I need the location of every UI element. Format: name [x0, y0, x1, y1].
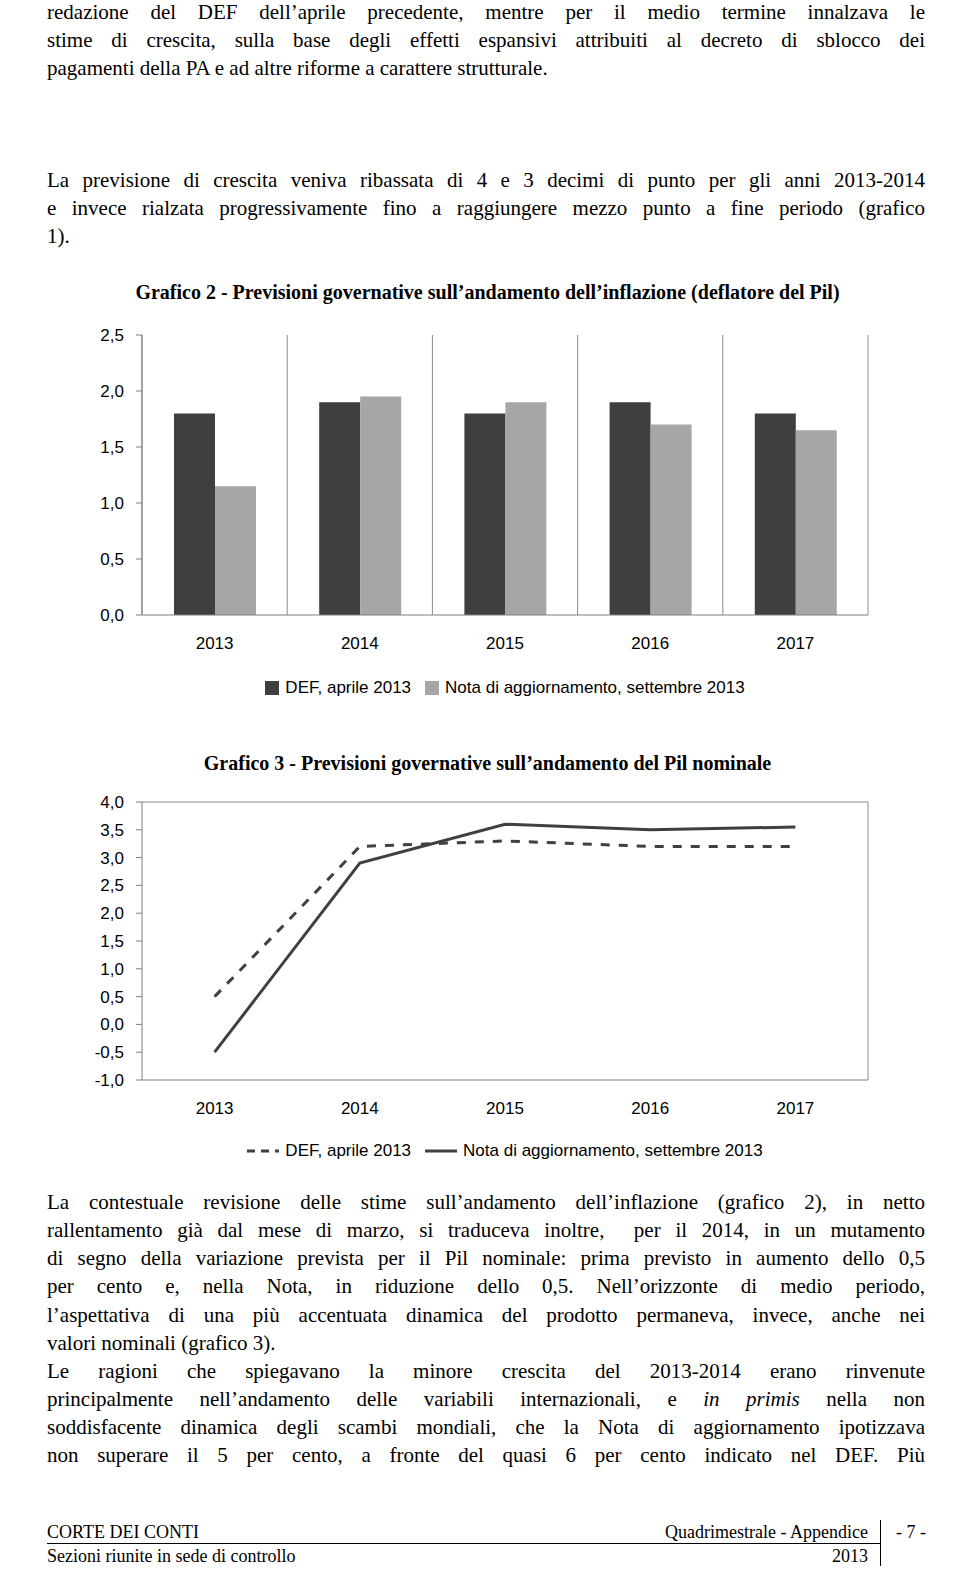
html-text:CORTE DEI CONTI: CORTE DEI CONTI — [47, 1522, 199, 1542]
html-text:principalmente nell’andamento: principalmente nell’andamento delle vari… — [47, 1387, 925, 1411]
svg-text:2017: 2017 — [776, 1099, 814, 1118]
svg-text:2016: 2016 — [631, 1099, 669, 1118]
svg-text:1,5: 1,5 — [100, 438, 124, 457]
svg-text:0,0: 0,0 — [100, 606, 124, 625]
svg-text:-1,0: -1,0 — [95, 1071, 124, 1090]
svg-text:2014: 2014 — [341, 634, 379, 653]
svg-text:1,0: 1,0 — [100, 494, 124, 513]
svg-text:2,5: 2,5 — [100, 876, 124, 895]
html-text:pagamenti della PA e ad altre: pagamenti della PA e ad altre riforme a … — [47, 56, 548, 80]
svg-text:0,0: 0,0 — [100, 1015, 124, 1034]
html-text:Nota di aggiornamento, settemb: Nota di aggiornamento, settembre 2013 — [463, 1141, 763, 1160]
html-text:La previsione di crescita veni: La previsione di crescita veniva ribassa… — [47, 168, 925, 192]
svg-text:2015: 2015 — [486, 1099, 524, 1118]
svg-text:2016: 2016 — [631, 634, 669, 653]
html-text:Sezioni riunite in sede di con: Sezioni riunite in sede di controllo — [47, 1546, 296, 1566]
svg-text:0,5: 0,5 — [100, 550, 124, 569]
svg-text:1,0: 1,0 — [100, 960, 124, 979]
html-text:Grafico 3 - Previsioni governa: Grafico 3 - Previsioni governative sull’… — [203, 752, 772, 774]
html-text:di segno della variazione prev: di segno della variazione prevista per i… — [47, 1246, 925, 1271]
svg-text:2,0: 2,0 — [100, 904, 124, 923]
html-text:e invece rialzata progressivam: e invece rialzata progressivamente fino … — [47, 196, 925, 220]
html-text:Quadrimestrale - Appendice: Quadrimestrale - Appendice — [665, 1522, 868, 1542]
html-text:La contestuale revisione delle: La contestuale revisione delle stime sul… — [47, 1190, 925, 1214]
svg-text:3,5: 3,5 — [100, 821, 124, 840]
html-text:redazione del DEF dell’aprile: redazione del DEF dell’aprile precedente… — [47, 0, 925, 24]
svg-text:4,0: 4,0 — [100, 793, 124, 812]
html-text:Grafico 2 - Previsioni governa: Grafico 2 - Previsioni governative sull’… — [135, 281, 840, 303]
svg-text:3,0: 3,0 — [100, 849, 124, 868]
html-text:per cento e, nella Nota, in ri: per cento e, nella Nota, in riduzione de… — [47, 1274, 925, 1299]
html-text:DEF, aprile 2013: DEF, aprile 2013 — [285, 678, 411, 697]
svg-text:-0,5: -0,5 — [95, 1043, 124, 1062]
svg-text:2013: 2013 — [196, 1099, 234, 1118]
html-text:stime di crescita, sulla base: stime di crescita, sulla base degli effe… — [47, 28, 925, 52]
svg-text:1,5: 1,5 — [100, 932, 124, 951]
svg-text:0,5: 0,5 — [100, 988, 124, 1007]
html-text:non superare il 5 per cento, a: non superare il 5 per cento, a fronte de… — [47, 1443, 925, 1468]
svg-text:2013: 2013 — [196, 634, 234, 653]
html-text:- 7 -: - 7 - — [896, 1522, 926, 1542]
html-text:Nota di aggiornamento, settemb: Nota di aggiornamento, settembre 2013 — [445, 678, 745, 697]
svg-text:2017: 2017 — [776, 634, 814, 653]
svg-text:2,0: 2,0 — [100, 382, 124, 401]
svg-text:2014: 2014 — [341, 1099, 379, 1118]
html-text:valori nominali (grafico 3).: valori nominali (grafico 3). — [47, 1330, 276, 1355]
svg-text:2,5: 2,5 — [100, 326, 124, 345]
html-text:2013: 2013 — [832, 1546, 868, 1566]
html-text:l’aspettativa di una più accen: l’aspettativa di una più accentuata dina… — [47, 1302, 925, 1327]
html-text:Le ragioni che spiegavano la m: Le ragioni che spiegavano la minore cres… — [47, 1358, 925, 1383]
svg-text:2015: 2015 — [486, 634, 524, 653]
html-text:DEF, aprile 2013: DEF, aprile 2013 — [285, 1141, 411, 1160]
html-text:soddisfacente dinamica degli s: soddisfacente dinamica degli scambi mond… — [47, 1415, 925, 1440]
html-text:1).: 1). — [47, 224, 70, 248]
html-text:rallentamento già dal mese di: rallentamento già dal mese di marzo, si … — [47, 1218, 925, 1243]
